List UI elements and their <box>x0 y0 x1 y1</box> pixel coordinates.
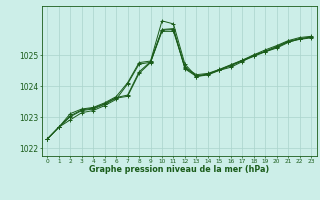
X-axis label: Graphe pression niveau de la mer (hPa): Graphe pression niveau de la mer (hPa) <box>89 165 269 174</box>
